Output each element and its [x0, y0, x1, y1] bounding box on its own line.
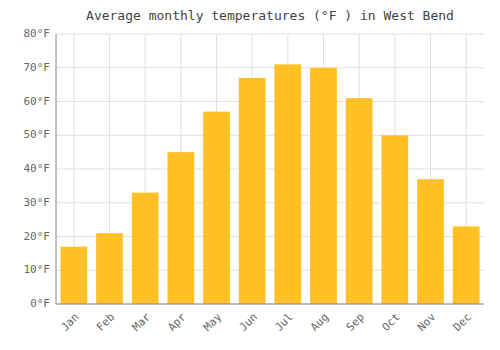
y-tick-label: 10°F — [24, 263, 51, 276]
y-grid-line — [56, 169, 484, 170]
x-tick-label: Apr — [165, 310, 189, 334]
bar — [203, 112, 230, 304]
bar — [381, 135, 408, 304]
bars — [60, 64, 479, 304]
x-tick-label: Jul — [272, 311, 295, 334]
bar — [132, 193, 159, 304]
bar — [167, 152, 194, 304]
bar — [239, 78, 266, 304]
bar — [60, 247, 87, 304]
y-tick-label: 60°F — [24, 95, 51, 108]
bar — [346, 98, 373, 304]
x-tick-label: Oct — [379, 311, 402, 334]
bar — [417, 179, 444, 304]
y-tick-label: 50°F — [24, 128, 51, 141]
bar — [274, 64, 301, 304]
y-grid-line — [56, 34, 484, 35]
tick-labels: 0°F 10°F 20°F 30°F 40°F 50°F 60°F 70°F 80°F Jan Fe… — [24, 27, 474, 334]
x-tick-label: May — [201, 310, 225, 334]
x-tick-label: Jun — [237, 311, 260, 334]
x-tick-label: Nov — [415, 310, 439, 334]
bar — [96, 233, 123, 304]
y-grid-line — [56, 135, 484, 136]
y-tick-label: 80°F — [24, 27, 51, 40]
y-tick-label: 40°F — [24, 162, 51, 175]
x-tick-label: Jan — [58, 311, 81, 334]
y-tick-label: 70°F — [24, 61, 51, 74]
x-axis-line — [56, 304, 484, 305]
y-tick-label: 20°F — [24, 230, 51, 243]
y-grid-line — [56, 67, 484, 68]
title: Average monthly temperatures (°F ) in We… — [86, 8, 454, 23]
bar — [453, 226, 480, 304]
y-axis-line — [56, 34, 57, 304]
grid — [56, 34, 484, 304]
x-tick-label: Aug — [308, 311, 331, 334]
bar — [310, 68, 337, 304]
x-tick-label: Sep — [344, 311, 367, 334]
y-grid-line — [56, 101, 484, 102]
x-tick-label: Feb — [94, 311, 117, 334]
x-tick-label: Dec — [451, 311, 474, 334]
y-tick-label: 30°F — [24, 196, 51, 209]
y-grid-line — [56, 304, 484, 305]
y-tick-label: 0°F — [30, 297, 50, 310]
x-tick-label: Mar — [130, 310, 154, 334]
chart: 0°F 10°F 20°F 30°F 40°F 50°F 60°F 70°F 80°F Jan Fe… — [0, 0, 500, 350]
